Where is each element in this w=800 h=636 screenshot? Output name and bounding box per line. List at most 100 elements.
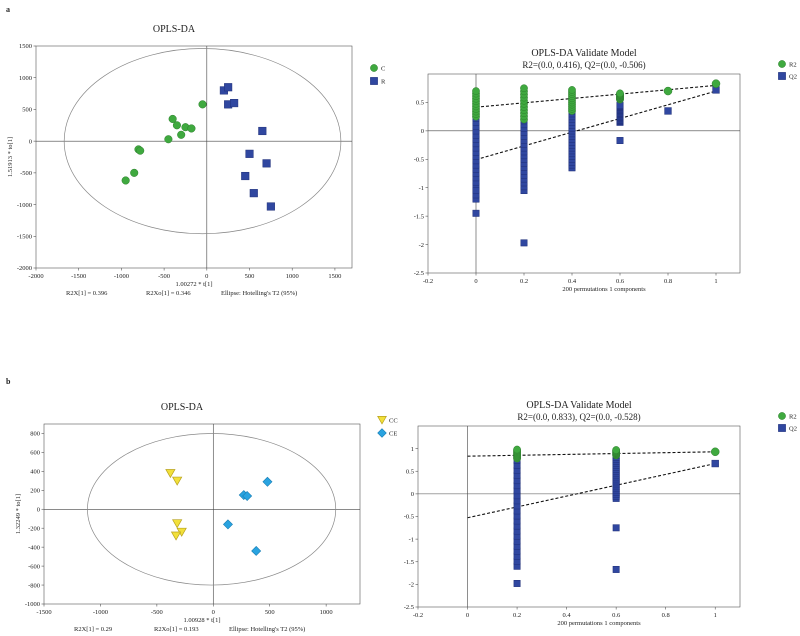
legend-marker-c [370,64,378,72]
panel-label-b: b [6,377,11,386]
y-tick-label: 1500 [19,43,32,50]
x-tick-label: 1000 [286,273,299,280]
r2-point [612,446,621,454]
x-tick-label: -0.2 [423,278,433,285]
y-tick-label: 0.5 [406,468,414,475]
r2-point [710,447,720,457]
x-tick-label: 0 [474,278,477,285]
y-tick-label: -500 [20,170,32,177]
data-point-cc [165,469,176,479]
y-tick-label: -1.5 [414,213,424,220]
y-axis-label: 1.51913 * to[1] [7,137,14,177]
y-tick-label: -800 [28,582,40,589]
x-tick-label: -1500 [71,273,86,280]
data-point-c [172,121,181,130]
q2-regression-line [475,90,717,161]
chart-b-score: -1500 -1000 -500 0 500 1000-1000-800-600-400-… [15,402,398,633]
r2-point [472,87,480,95]
q2-point [616,137,624,144]
chart-title: OPLS-DA [153,24,196,35]
y-tick-label: -0.5 [404,514,414,521]
y-tick-label: -1 [419,185,424,192]
y-tick-label: -1000 [25,601,40,608]
x-tick-label: 500 [265,609,275,616]
legend-marker-r2 [778,412,786,420]
y-tick-label: -1500 [17,233,32,240]
x-tick-label: 0 [466,612,469,619]
data-point-r [262,159,271,168]
x-axis-label: 1.00272 * t[1] [175,281,212,288]
x-tick-label: 0.4 [563,612,572,619]
data-point-r [249,189,258,198]
y-tick-label: 200 [30,488,40,495]
x-tick-label: 0.8 [664,278,672,285]
legend-marker-q2 [778,424,786,432]
plot-frame [417,425,741,608]
legend-marker-r [370,77,378,85]
y-tick-label: 0 [411,491,414,498]
x-tick-label: 0.4 [568,278,577,285]
x-tick-label: -500 [158,273,170,280]
y-tick-label: -2 [419,242,424,249]
chart-b-validate: -0.2 0 0.2 0.4 0.6 0.8 1 -2.5 -2 -1.5 -1 -0.5 0 0.5 1 O… [404,400,797,627]
y-tick-label: -400 [28,544,40,551]
legend-marker-r2 [778,60,786,68]
y-tick-label: 0 [29,138,32,145]
data-point-c [198,100,207,109]
x-tick-label: -2000 [28,273,43,280]
y-tick-label: 0 [37,506,40,513]
x-tick-label: 1000 [320,609,333,616]
q2-regression-line [467,463,716,519]
y-tick-label: 1000 [19,75,32,82]
x-axis-label: 200 permutations 1 components [557,620,641,627]
x-tick-label: -1000 [114,273,129,280]
q2-point [612,524,620,532]
data-point-ce [242,491,253,501]
y-tick-label: -1.5 [404,559,414,566]
x-tick-label: -1500 [36,609,51,616]
y-tick-label: 600 [30,450,40,457]
chart-a-validate: -0.2 0 0.2 0.4 0.6 0.8 1 -2.5 -2 -1.5 -1 -0.5 0 0.5 OP… [414,48,797,293]
footer-stat: R2X[1] = 0.396 [66,290,108,297]
legend-marker-ce [377,428,387,438]
legend-label: R2 [789,62,797,69]
q2-point [711,459,719,468]
x-tick-label: 0.6 [616,278,625,285]
plot-frame [43,423,361,605]
y-tick-label: -1000 [17,202,32,209]
x-tick-label: 0.2 [513,612,521,619]
r2-point [568,86,576,94]
y-tick-label: -600 [28,563,40,570]
chart-subtitle: R2=(0.0, 0.833), Q2=(0.0, -0.528) [517,412,640,422]
y-tick-label: 800 [30,431,40,438]
x-tick-label: 0 [212,609,215,616]
chart-a-score: -2000 -1500 -1000 -500 0 500 1000 1500 -2000 -150… [7,24,386,297]
r2-point [616,89,624,98]
x-axis-label: 200 permutations 1 components [562,286,646,293]
footer-stat: R2Xo[1] = 0.346 [146,290,191,297]
r2-point [663,86,673,96]
x-tick-label: -0.2 [413,612,423,619]
y-tick-label: -0.5 [414,156,424,163]
data-point-c [168,114,177,123]
r2-regression-line [475,84,717,108]
x-tick-label: 0 [205,273,208,280]
chart-subtitle: R2=(0.0, 0.416), Q2=(0.0, -0.506) [522,60,645,70]
data-point-r [241,171,250,181]
data-point-r [245,149,254,158]
y-tick-label: -200 [28,525,40,532]
data-point-ce [222,519,233,530]
data-point-r [230,99,239,108]
y-tick-label: -2000 [17,265,32,272]
x-tick-label: 1500 [328,273,341,280]
hotelling-ellipse [87,433,337,586]
y-tick-label: -2.5 [404,604,414,611]
footer-stat: Ellipse: Hotelling's T2 (95%) [221,290,297,297]
x-tick-label: 0.8 [662,612,670,619]
x-tick-label: -1000 [93,609,108,616]
chart-title: OPLS-DA Validate Model [526,400,632,411]
y-tick-label: -2 [409,582,414,589]
q2-point [513,580,521,587]
footer-stat: Ellipse: Hotelling's T2 (95%) [229,626,305,633]
